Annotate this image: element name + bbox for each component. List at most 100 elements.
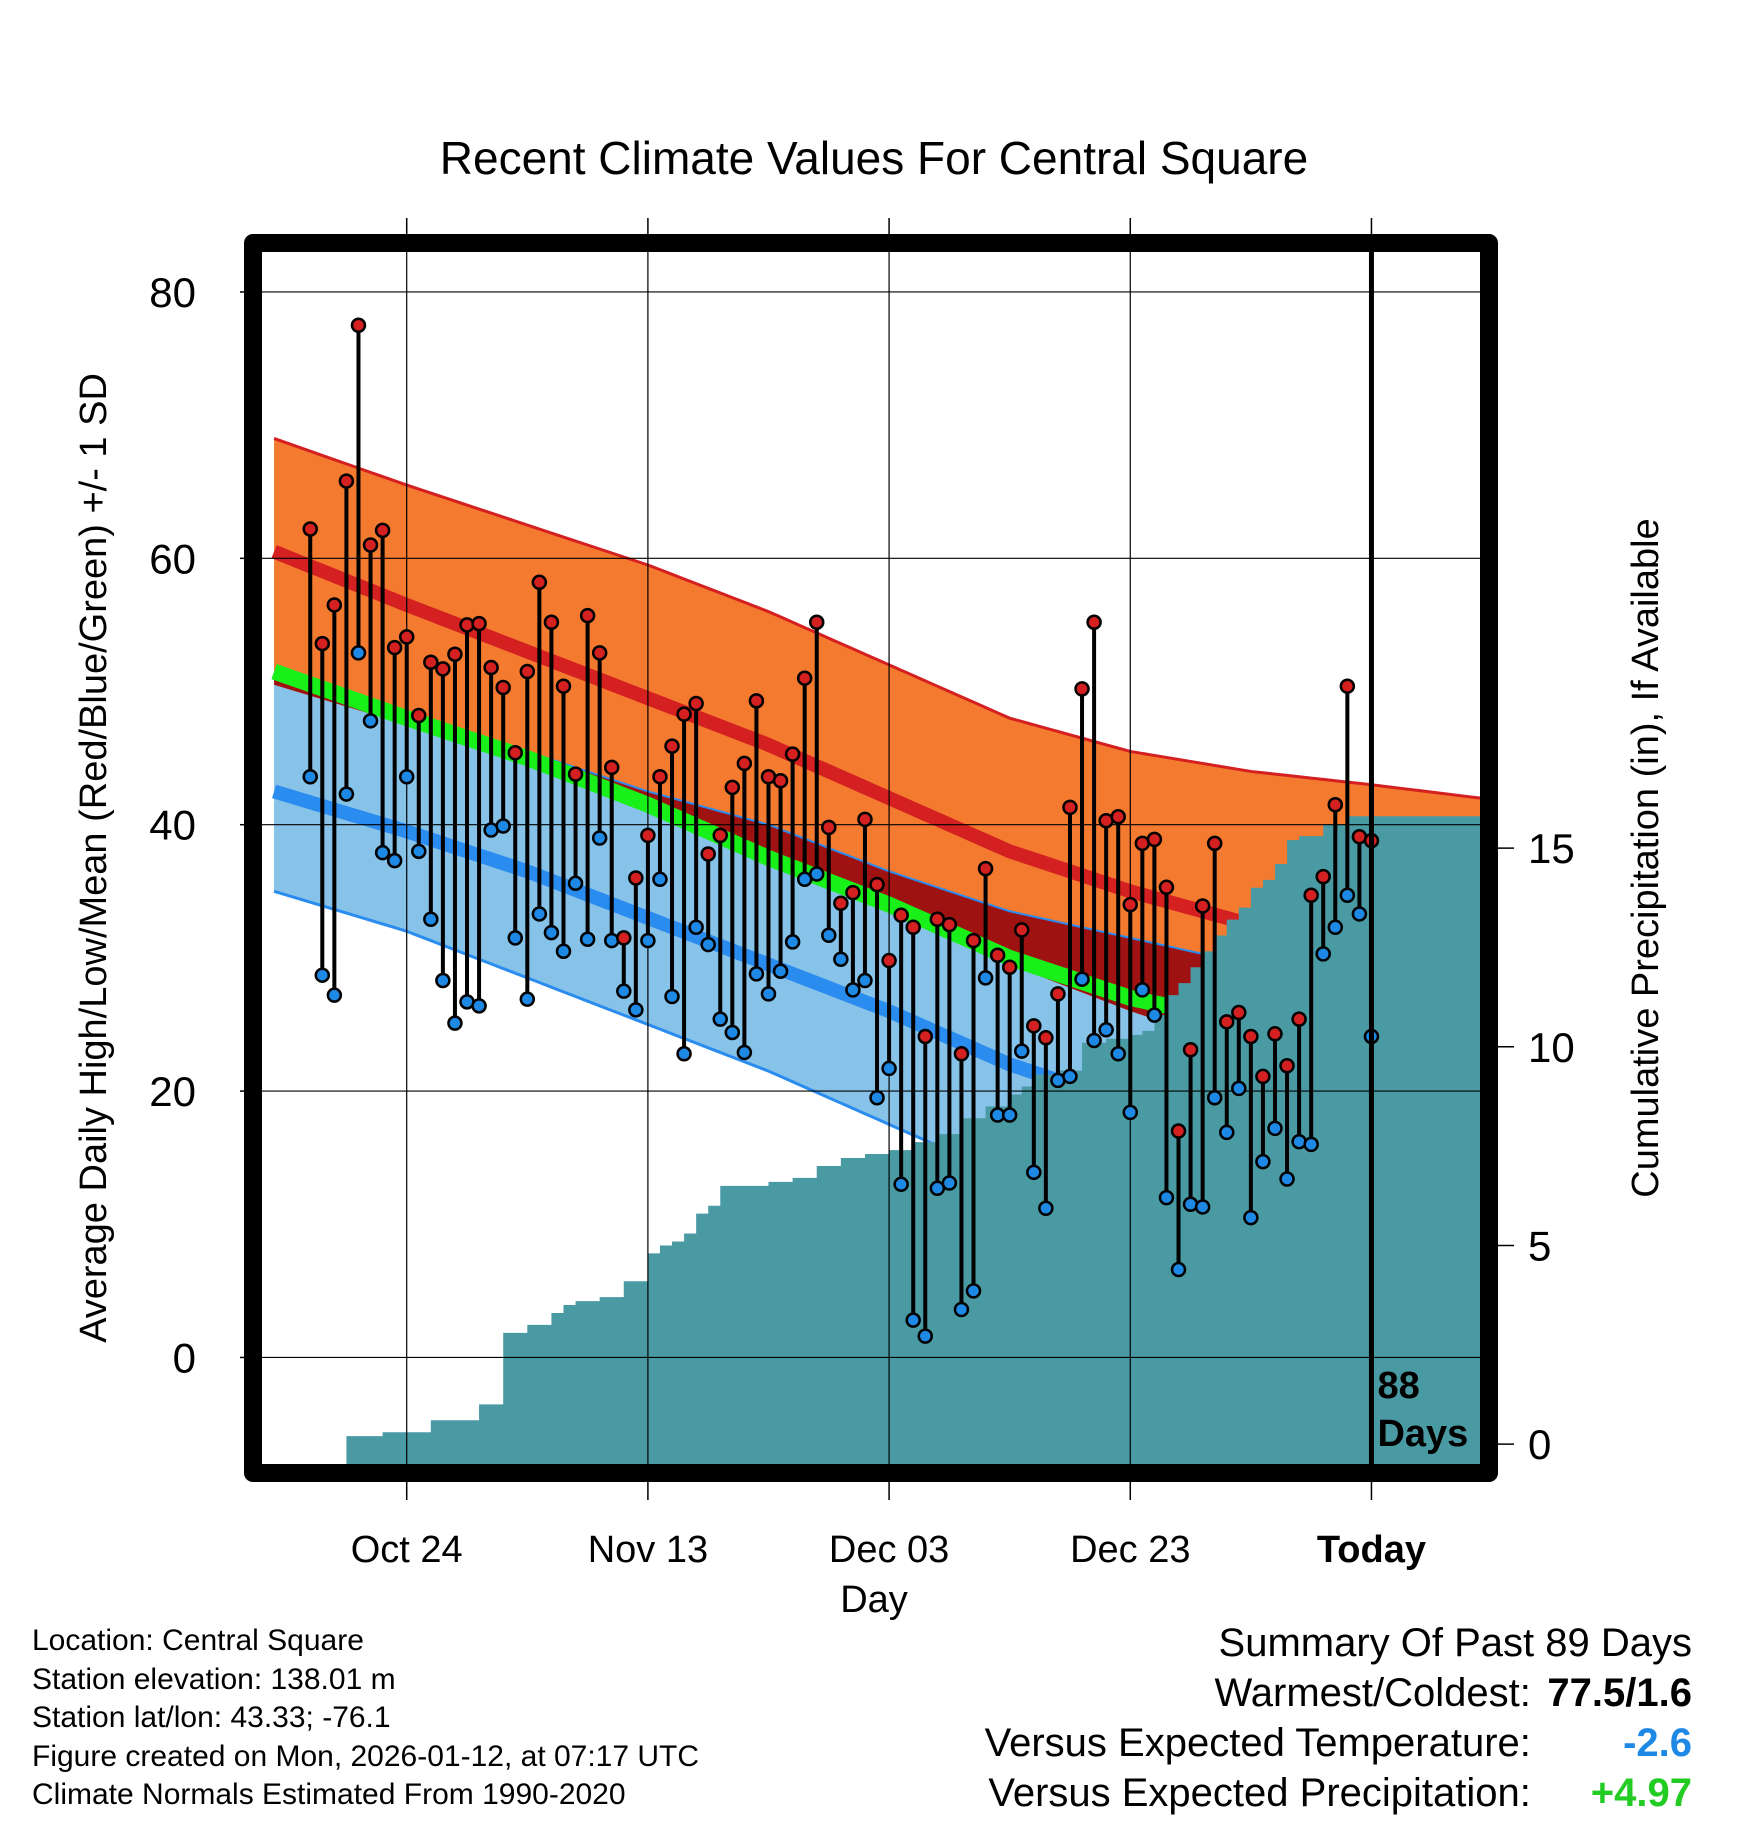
daily-low-point bbox=[1146, 1007, 1163, 1023]
daily-low-point bbox=[676, 1046, 692, 1062]
daily-low-point bbox=[941, 1175, 958, 1191]
daily-high-point bbox=[1327, 796, 1344, 813]
daily-high-point bbox=[977, 860, 994, 877]
y-left-tick-label: 0 bbox=[173, 1334, 196, 1381]
daily-high-point bbox=[362, 537, 379, 553]
daily-high-point bbox=[447, 646, 463, 662]
daily-low-point bbox=[833, 951, 849, 967]
daily-high-point bbox=[712, 827, 729, 844]
daily-low-point bbox=[302, 769, 318, 785]
daily-high-point bbox=[1243, 1028, 1259, 1045]
daily-low-point bbox=[1315, 946, 1331, 962]
daily-high-point bbox=[1194, 898, 1211, 914]
daily-low-point bbox=[1219, 1124, 1235, 1141]
daily-low-point bbox=[1255, 1153, 1271, 1170]
daily-low-point bbox=[423, 911, 439, 928]
daily-low-point bbox=[374, 844, 391, 861]
daily-low-point bbox=[616, 983, 632, 999]
plot-frame bbox=[244, 234, 1498, 1482]
daily-low-point bbox=[881, 1060, 897, 1077]
daily-low-point bbox=[338, 786, 355, 802]
daily-high-point bbox=[881, 952, 897, 969]
daily-low-point bbox=[1170, 1261, 1187, 1278]
daily-high-point bbox=[1062, 799, 1078, 816]
daily-high-point bbox=[507, 745, 523, 761]
normals-text: Climate Normals Estimated From 1990-2020 bbox=[32, 1778, 626, 1811]
daily-low-point bbox=[447, 1015, 463, 1031]
daily-high-point bbox=[398, 629, 415, 645]
created-text: Figure created on Mon, 2026-01-12, at 07… bbox=[32, 1739, 700, 1773]
daily-low-point bbox=[857, 972, 873, 989]
summary-temp-row: Versus Expected Temperature: -2.6 bbox=[985, 1718, 1692, 1768]
daily-high-point bbox=[579, 607, 596, 624]
x-tick-label: Dec 03 bbox=[829, 1529, 949, 1571]
daily-high-point bbox=[543, 614, 560, 631]
warmest-coldest-value: 77.5/1.6 bbox=[1547, 1671, 1692, 1715]
precip-area bbox=[346, 816, 1480, 1464]
daily-marks bbox=[302, 317, 1380, 1344]
daily-high-point bbox=[953, 1046, 970, 1062]
x-tick-label: Nov 13 bbox=[588, 1529, 708, 1571]
daily-high-point bbox=[1315, 868, 1331, 885]
daily-low-point bbox=[1158, 1189, 1175, 1206]
x-tick-label: Oct 24 bbox=[351, 1529, 463, 1571]
daily-low-point bbox=[1086, 1032, 1102, 1049]
daily-low-point bbox=[326, 987, 343, 1003]
daily-low-point bbox=[591, 830, 608, 846]
daily-high-point bbox=[326, 597, 343, 613]
daily-high-point bbox=[314, 635, 331, 652]
daily-high-point bbox=[471, 615, 487, 632]
daily-high-point bbox=[821, 819, 837, 836]
daily-low-point bbox=[965, 1283, 982, 1299]
y-left-tick-label: 40 bbox=[149, 802, 196, 849]
daily-low-point bbox=[543, 924, 560, 941]
daily-high-point bbox=[555, 678, 572, 694]
x-tick-label: Today bbox=[1317, 1529, 1426, 1571]
daily-low-point bbox=[953, 1301, 970, 1318]
elevation-text: Station elevation: 138.01 m bbox=[32, 1662, 396, 1696]
daily-high-point bbox=[796, 670, 813, 686]
daily-low-point bbox=[1098, 1022, 1114, 1038]
y-left-tick-label: 20 bbox=[149, 1068, 196, 1115]
summary-heading: Summary Of Past 89 Days bbox=[1218, 1621, 1692, 1665]
daily-low-point bbox=[1351, 906, 1368, 922]
daily-high-point bbox=[724, 779, 741, 796]
axes: 80 60 40 20 0 15 10 5 0 Oct 24 Nov 13 Dec 03 Dec 23 T… bbox=[149, 218, 1575, 1571]
daily-low-point bbox=[362, 713, 379, 729]
summary-warmest-row: Warmest/Coldest: 77.5/1.6 bbox=[985, 1668, 1693, 1718]
daily-high-point bbox=[989, 947, 1006, 963]
daily-low-point bbox=[712, 1011, 729, 1027]
daily-low-point bbox=[736, 1044, 753, 1061]
daily-high-point bbox=[1038, 1030, 1054, 1046]
daily-high-point bbox=[1182, 1042, 1199, 1058]
daily-high-point bbox=[338, 473, 355, 489]
daily-high-point bbox=[567, 766, 584, 782]
daily-high-point bbox=[1122, 896, 1139, 913]
daily-low-point bbox=[917, 1328, 934, 1344]
daily-high-point bbox=[1219, 1014, 1235, 1030]
y-axis-right-label: Cumulative Precipitation (in), If Availa… bbox=[1625, 518, 1667, 1197]
y-right-tick-label: 10 bbox=[1528, 1024, 1575, 1071]
summary-precip-row: Versus Expected Precipitation: +4.97 bbox=[985, 1768, 1692, 1818]
daily-high-point bbox=[1291, 1011, 1307, 1027]
high-plus-sd-line bbox=[273, 437, 1480, 800]
daily-low-point bbox=[1279, 1171, 1295, 1187]
daily-high-point bbox=[495, 679, 511, 696]
daily-high-point bbox=[1170, 1123, 1187, 1139]
daily-high-point bbox=[483, 659, 499, 676]
days-count-label: 88 bbox=[1377, 1365, 1419, 1407]
daily-high-point bbox=[1110, 808, 1126, 825]
y-axis-left-label: Average Daily High/Low/Mean (Red/Blue/Gr… bbox=[73, 373, 115, 1343]
daily-high-point bbox=[1267, 1026, 1283, 1042]
daily-low-point bbox=[652, 871, 668, 888]
daily-high-point bbox=[1231, 1004, 1247, 1021]
daily-low-point bbox=[1339, 887, 1356, 904]
daily-high-point bbox=[603, 759, 620, 776]
daily-low-point bbox=[398, 769, 415, 785]
daily-low-point bbox=[350, 645, 367, 661]
daily-low-point bbox=[1062, 1068, 1078, 1085]
daily-low-point bbox=[555, 943, 572, 959]
daily-high-point bbox=[1146, 831, 1163, 848]
daily-high-point bbox=[1001, 959, 1018, 975]
daily-low-point bbox=[760, 986, 777, 1002]
